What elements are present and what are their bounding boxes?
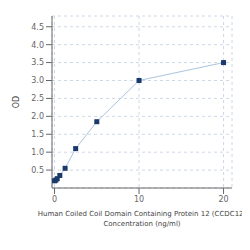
svg-text:1.0: 1.0 [31,148,44,157]
svg-text:20: 20 [218,195,228,204]
svg-text:4.5: 4.5 [31,23,44,32]
svg-text:3.0: 3.0 [31,76,44,85]
svg-text:2.5: 2.5 [31,94,44,103]
svg-text:3.5: 3.5 [31,58,44,67]
svg-text:1.5: 1.5 [31,130,44,139]
svg-text:OD: OD [12,96,21,108]
svg-text:4.0: 4.0 [31,41,44,50]
svg-text:2.0: 2.0 [31,112,44,121]
svg-text:Human Coiled Coil Domain Conta: Human Coiled Coil Domain Containing Prot… [38,210,242,228]
svg-text:10: 10 [134,195,144,204]
svg-text:0: 0 [52,195,57,204]
svg-text:0.5: 0.5 [31,166,44,175]
